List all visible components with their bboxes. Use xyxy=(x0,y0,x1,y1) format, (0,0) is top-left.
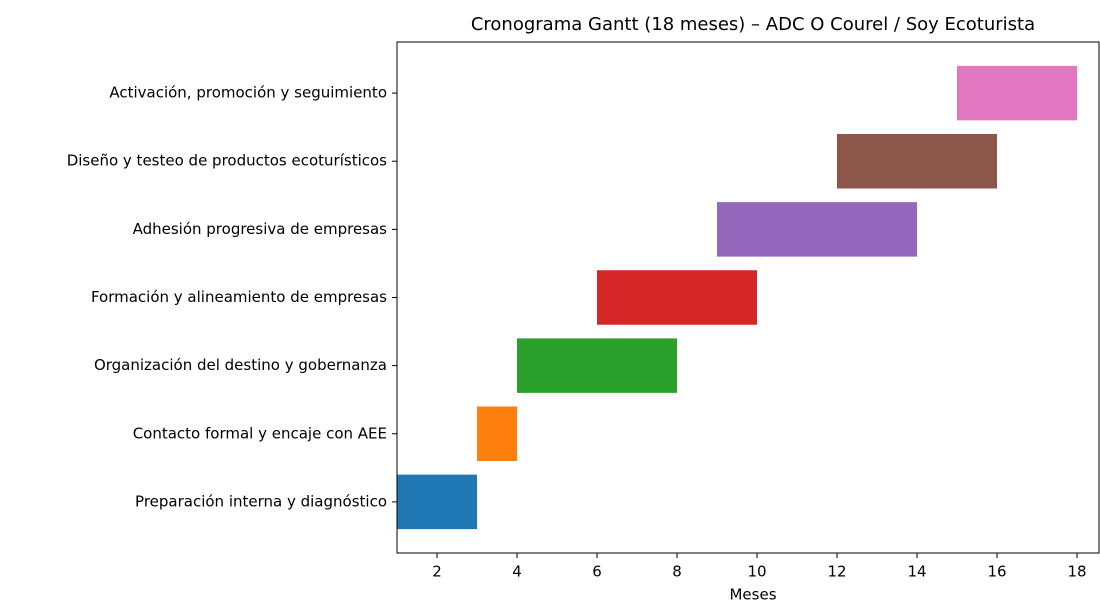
x-tick-label: 18 xyxy=(1067,563,1086,581)
x-tick-label: 10 xyxy=(747,563,766,581)
x-tick-label: 8 xyxy=(672,563,682,581)
x-tick-label: 6 xyxy=(592,563,602,581)
task-bar xyxy=(397,474,477,530)
y-tick-label: Preparación interna y diagnóstico xyxy=(135,492,387,510)
x-tick-label: 16 xyxy=(987,563,1006,581)
plot-frame xyxy=(396,41,1100,554)
task-bar xyxy=(517,338,677,393)
x-tick-label: 2 xyxy=(432,563,442,581)
y-tick-label: Contacto formal y encaje con AEE xyxy=(133,424,387,442)
y-tick-label: Formación y alineamiento de empresas xyxy=(91,288,387,306)
y-tick-label: Activación, promoción y seguimiento xyxy=(109,84,387,102)
x-axis-label: Meses xyxy=(729,586,776,602)
task-bar xyxy=(717,202,917,257)
chart-title: Cronograma Gantt (18 meses) – ADC O Cour… xyxy=(471,14,1035,35)
x-tick-label: 14 xyxy=(907,563,926,581)
y-tick-label: Adhesión progresiva de empresas xyxy=(133,220,388,238)
y-tick-label: Organización del destino y gobernanza xyxy=(94,356,387,374)
y-tick-label: Diseño y testeo de productos ecoturístic… xyxy=(67,152,387,170)
x-tick-label: 4 xyxy=(512,563,522,581)
x-tick-label: 12 xyxy=(827,563,846,581)
task-bar xyxy=(837,133,997,189)
task-bar xyxy=(957,65,1077,121)
task-bar xyxy=(597,270,757,325)
task-bar xyxy=(477,406,517,462)
